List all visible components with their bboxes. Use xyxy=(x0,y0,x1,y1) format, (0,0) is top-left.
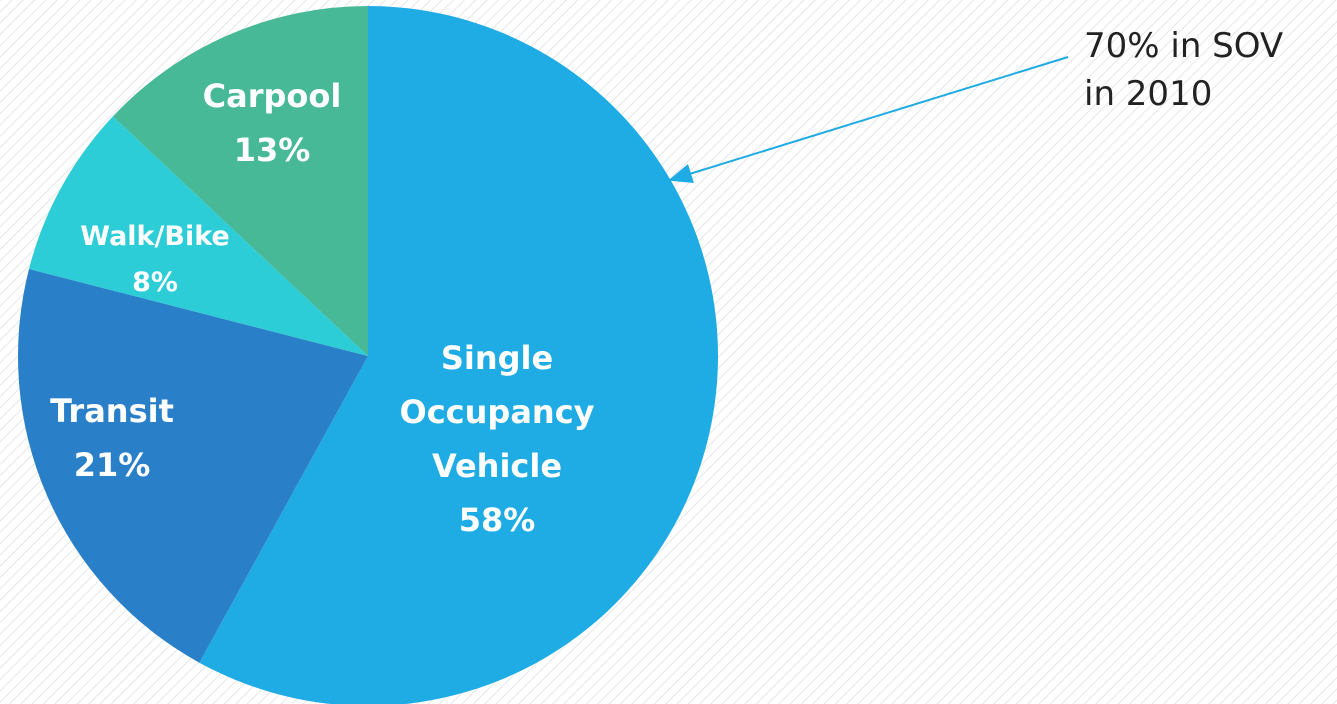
pie-slice xyxy=(28,116,369,357)
pie-slice xyxy=(18,268,368,663)
category-label: Single Occupancy Vehicle xyxy=(399,339,595,485)
value-label: 21% xyxy=(73,446,151,484)
annotation: 70% in SOV in 2010 xyxy=(1084,26,1284,114)
category-label: Transit xyxy=(50,392,174,430)
slice-label: Single Occupancy Vehicle 58% xyxy=(397,331,597,547)
category-label: Carpool xyxy=(202,77,342,115)
value-label: 13% xyxy=(233,131,311,169)
slice-label: Transit 21% xyxy=(2,384,222,492)
pie-slice xyxy=(199,6,718,704)
pie-slice xyxy=(112,6,368,356)
category-label: Walk/Bike xyxy=(80,221,230,252)
slice-label: Carpool 13% xyxy=(162,69,382,177)
value-label: 8% xyxy=(132,267,178,298)
value-label: 58% xyxy=(458,501,536,539)
annotation-arrow xyxy=(668,56,1069,184)
slice-label: Walk/Bike 8% xyxy=(45,214,265,306)
